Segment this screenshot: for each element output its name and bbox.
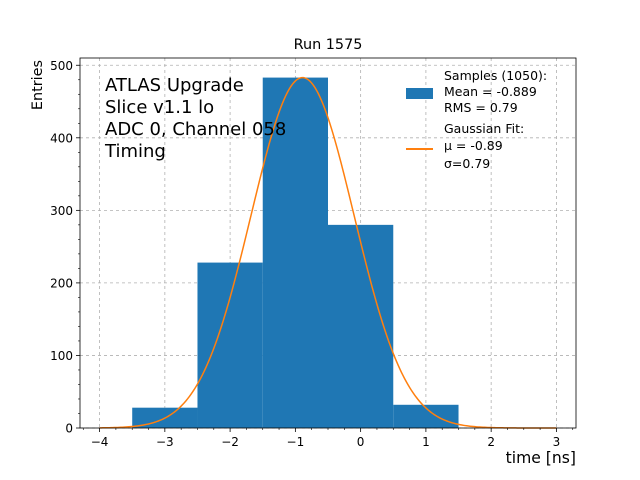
chart-title: Run 1575 — [294, 37, 363, 53]
x-tick-label: −4 — [91, 435, 109, 449]
histogram-bar — [262, 77, 328, 429]
y-tick-label: 200 — [50, 276, 73, 290]
axis-ticks: −4 −3 −2 −1 0 1 2 3 0 100 200 300 400 500 — [50, 59, 574, 449]
y-tick-label: 100 — [50, 349, 73, 363]
fit-curve-line — [99, 76, 557, 429]
x-tick-label: −1 — [287, 435, 305, 449]
legend-entry-line: μ = -0.89 — [444, 138, 503, 153]
y-axis-label: Entries — [30, 60, 46, 110]
y-tick-label: 400 — [50, 131, 73, 145]
legend-entry-line: Mean = -0.889 — [444, 84, 537, 99]
x-tick-label: −2 — [221, 435, 239, 449]
y-tick-label: 0 — [65, 422, 73, 436]
legend: Samples (1050): Mean = -0.889 RMS = 0.79… — [406, 68, 547, 171]
legend-swatch-samples — [406, 88, 433, 99]
legend-entry-line: Samples (1050): — [444, 68, 547, 83]
x-tick-label: 2 — [487, 435, 495, 449]
x-tick-label: −3 — [156, 435, 174, 449]
x-tick-label: 1 — [422, 435, 430, 449]
gaussian-fit — [99, 76, 557, 429]
legend-entry-line: Gaussian Fit: — [444, 121, 524, 136]
x-tick-label: 0 — [357, 435, 365, 449]
legend-entry-line: σ=0.79 — [444, 156, 490, 171]
annotation-line: Slice v1.1 lo — [105, 97, 214, 118]
annotation-line: Timing — [104, 141, 166, 162]
annotation-line: ATLAS Upgrade — [105, 75, 244, 96]
annotation-line: ADC 0, Channel 058 — [105, 119, 286, 140]
histogram-bars — [132, 77, 459, 429]
legend-entry-line: RMS = 0.79 — [444, 100, 518, 115]
y-tick-label: 300 — [50, 204, 73, 218]
histogram-bar — [328, 224, 394, 428]
y-tick-label: 500 — [50, 59, 73, 73]
x-tick-label: 3 — [553, 435, 561, 449]
histogram-bar — [393, 404, 459, 428]
histogram-bar — [197, 262, 263, 428]
x-axis-label: time [ns] — [506, 449, 576, 467]
